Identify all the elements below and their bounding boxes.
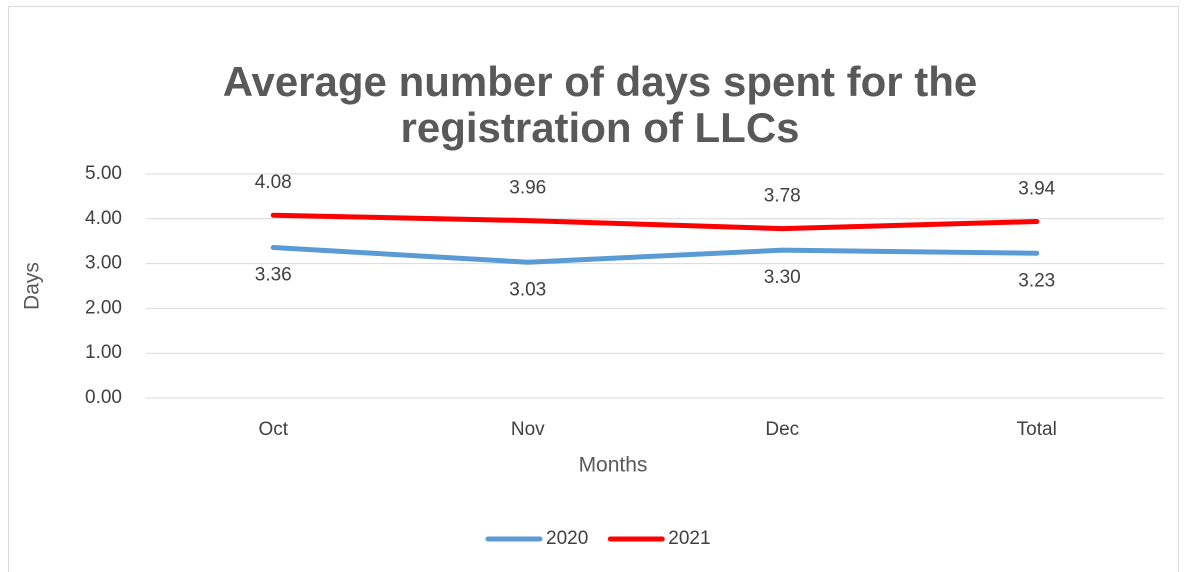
data-label: 3.94 [1018,179,1055,200]
y-tick-label: 2.00 [85,297,122,318]
y-tick-label: 0.00 [85,387,122,408]
series-line [270,212,1040,232]
y-tick-label: 1.00 [85,342,122,363]
series-line [270,244,1040,265]
legend-label: 2020 [546,528,588,549]
x-tick-label: Dec [765,419,799,440]
y-axis-title: Days [21,262,44,310]
x-tick-label: Oct [258,419,288,440]
y-tick-label: 5.00 [85,163,122,184]
x-tick-label: Nov [511,419,545,440]
legend-label: 2021 [668,528,710,549]
data-label: 3.78 [764,186,801,207]
x-tick-label: Total [1017,419,1057,440]
chart-border [8,6,1179,572]
data-label: 4.08 [255,172,292,193]
data-label: 3.30 [764,267,801,288]
x-axis-title: Months [579,454,648,477]
y-tick-label: 3.00 [85,253,122,274]
y-tick-label: 4.00 [85,208,122,229]
data-label: 3.23 [1018,270,1055,291]
data-label: 3.03 [509,279,546,300]
data-label: 3.36 [255,264,292,285]
data-label: 3.96 [509,178,546,199]
chart-title: Average number of days spent for the [223,58,978,105]
chart-title: registration of LLCs [400,104,799,151]
